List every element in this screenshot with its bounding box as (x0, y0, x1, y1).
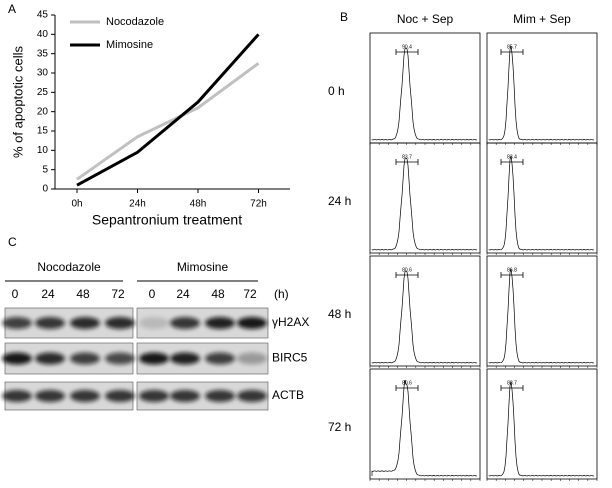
band (170, 352, 200, 365)
histogram-frame (369, 255, 481, 367)
legend-label: Mimosine (106, 39, 153, 51)
histogram-curve (488, 155, 595, 251)
x-tick-label: 24h (129, 199, 146, 210)
y-tick-label: 15 (37, 126, 49, 137)
y-tick-label: 40 (37, 29, 49, 40)
x-tick-label: 0h (71, 199, 82, 210)
y-tick-label: 30 (37, 68, 49, 79)
band (35, 390, 65, 402)
group-label: Nocodazole (37, 260, 101, 274)
band (70, 390, 100, 402)
histogram-frame (369, 32, 481, 144)
band (205, 352, 235, 365)
column-header: Mim + Sep (513, 12, 571, 26)
y-tick-label: 0 (42, 184, 48, 195)
band (105, 317, 135, 329)
gate-value: 86.8 (507, 267, 517, 273)
histogram-curve (488, 381, 595, 477)
group-label: Mimosine (177, 260, 229, 274)
y-tick-label: 25 (37, 87, 49, 98)
lane-label: 0 (12, 287, 19, 301)
band (170, 390, 200, 402)
row-label: 24 h (328, 194, 351, 208)
histogram-frame (369, 142, 481, 254)
band (237, 352, 267, 365)
y-tick-label: 5 (42, 164, 48, 175)
band (2, 317, 32, 329)
legend-label: Nocodazole (106, 16, 164, 28)
band (105, 390, 135, 402)
data-line (76, 62, 260, 181)
lane-label: 48 (76, 287, 90, 301)
gate-value: 83.7 (402, 154, 412, 160)
gate-value: 83.4 (507, 154, 517, 160)
protein-label: BIRC5 (272, 351, 308, 365)
row-label: 0 h (328, 84, 345, 98)
band (35, 317, 65, 329)
band (70, 352, 100, 365)
histogram-frame (486, 255, 598, 367)
protein-label: γH2AX (272, 315, 309, 329)
histogram-frame (486, 368, 598, 480)
band (70, 317, 100, 329)
row-label: 48 h (328, 307, 351, 321)
band (139, 352, 169, 365)
gate-value: 85.7 (507, 44, 517, 50)
gate-value: 90.4 (402, 44, 412, 50)
band (35, 352, 65, 365)
x-tick-label: 48h (190, 199, 207, 210)
panel-label: B (340, 10, 348, 24)
band (105, 352, 135, 365)
lane-label: 72 (111, 287, 125, 301)
panel-label: C (8, 235, 17, 249)
lane-label: 24 (176, 287, 190, 301)
gate-value: 80.6 (402, 380, 412, 386)
data-line (76, 33, 260, 187)
protein-label: ACTB (272, 388, 304, 402)
panel-label: A (8, 2, 16, 16)
y-tick-label: 10 (37, 145, 49, 156)
lane-label: 72 (243, 287, 257, 301)
band (237, 390, 267, 402)
histogram-curve (371, 379, 478, 477)
band (139, 317, 169, 329)
gate-value: 88.7 (507, 380, 517, 386)
band (205, 317, 235, 329)
band (2, 390, 32, 402)
lane-label: 0 (149, 287, 156, 301)
y-tick-label: 45 (37, 10, 49, 21)
histogram-curve (488, 45, 595, 141)
gate-value: 80.6 (402, 267, 412, 273)
histogram-curve (488, 268, 595, 364)
band (139, 390, 169, 402)
histogram-curve (371, 270, 478, 364)
histogram-curve (371, 157, 478, 251)
unit-label: (h) (274, 287, 289, 301)
band (2, 352, 32, 365)
histogram-frame (486, 142, 598, 254)
y-tick-label: 20 (37, 106, 49, 117)
x-axis-label: Sepantronium treatment (92, 212, 242, 228)
lane-label: 24 (41, 287, 55, 301)
band (237, 317, 267, 329)
band (170, 317, 200, 329)
column-header: Noc + Sep (397, 12, 454, 26)
histogram-frame (486, 32, 598, 144)
y-axis-label: % of apoptotic cells (10, 46, 25, 159)
lane-label: 48 (211, 287, 225, 301)
histogram-frame (369, 368, 481, 480)
y-tick-label: 35 (37, 48, 49, 59)
row-label: 72 h (328, 420, 351, 434)
x-tick-label: 72h (250, 199, 267, 210)
band (205, 390, 235, 402)
histogram-curve (371, 47, 478, 141)
